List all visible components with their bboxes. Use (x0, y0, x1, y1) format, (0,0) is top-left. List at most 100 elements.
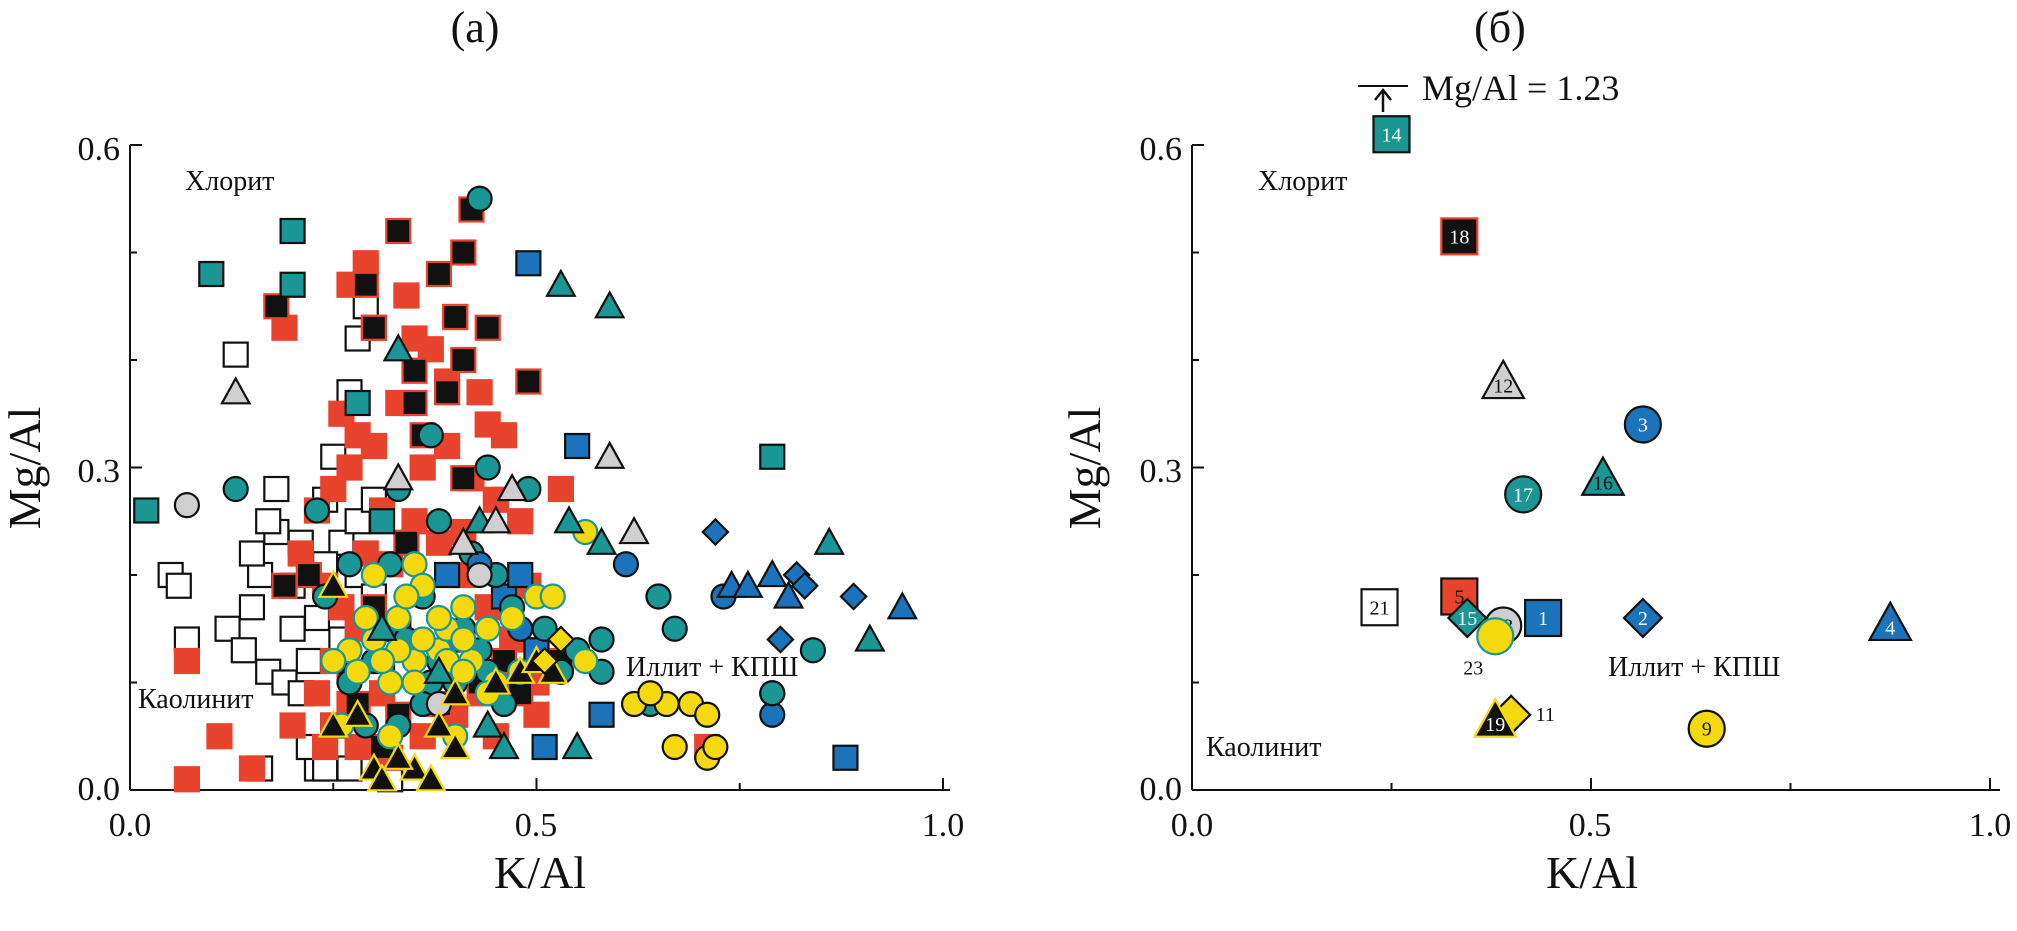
data-point (756, 558, 788, 588)
data-point (238, 755, 266, 782)
panel-b-ytick-1: 0.3 (1140, 453, 1183, 490)
data-point (618, 515, 650, 545)
point-label-21: 21 (1370, 597, 1390, 619)
data-point (352, 271, 379, 298)
data-point (401, 669, 428, 696)
data-point (523, 701, 550, 728)
data-point (496, 472, 528, 502)
data-point (425, 260, 453, 288)
data-point (425, 508, 453, 535)
data-point (409, 454, 436, 481)
data-point (360, 561, 387, 589)
data-point (661, 733, 688, 761)
data-point (561, 730, 593, 760)
data-point (474, 454, 501, 481)
data-point (382, 462, 414, 491)
panel-b-x-label: K/Al (1546, 847, 1638, 898)
data-point (401, 551, 428, 578)
data-point (393, 583, 420, 610)
panel-a-ytick-2: 0.6 (78, 131, 121, 168)
panel-a: (a) 0.0 0.3 0.6 0.0 0.5 1.0 K/Al Mg/Al Х… (0, 3, 964, 898)
labeled-point-2 (1622, 597, 1664, 639)
labeled-point-14 (1372, 115, 1411, 154)
labeled-point-23 (1476, 617, 1515, 656)
data-point (360, 314, 387, 341)
data-point (222, 475, 249, 503)
point-label-9: 9 (1702, 719, 1712, 741)
data-point (415, 763, 447, 792)
data-point (612, 551, 640, 578)
data-point (393, 529, 420, 556)
data-point (133, 497, 160, 524)
data-point (564, 432, 591, 460)
data-point (303, 497, 331, 524)
data-point (854, 623, 886, 652)
data-point (531, 733, 558, 761)
data-point (377, 723, 404, 750)
panel-b-y-label: Mg/Al (1059, 407, 1110, 530)
point-label-15: 15 (1457, 608, 1477, 630)
data-point (366, 763, 398, 792)
data-point (588, 701, 615, 728)
data-point (173, 492, 201, 519)
panel-b-annotation-kaolinite: Каолинит (1206, 732, 1322, 763)
data-point (382, 333, 414, 362)
data-point (220, 376, 252, 405)
point-label-2: 2 (1638, 608, 1648, 630)
data-point (450, 346, 477, 374)
panel-b-ticks (1191, 144, 1991, 791)
data-point (423, 655, 455, 684)
point-label-19: 19 (1485, 714, 1505, 736)
data-point (377, 669, 404, 696)
data-point (466, 561, 493, 589)
panel-a-annotation-chlorite: Хлорит (185, 166, 274, 197)
panel-a-xtick-1: 0.5 (515, 807, 558, 844)
labeled-point-1 (1524, 598, 1563, 638)
data-point (352, 250, 379, 277)
panel-b-ytick-2: 0.6 (1140, 131, 1183, 168)
off-scale-arrow-icon (1374, 87, 1392, 112)
labeled-point-17 (1504, 475, 1543, 514)
data-point (515, 250, 542, 277)
data-point (279, 615, 306, 642)
data-point (368, 508, 396, 535)
data-point (759, 443, 786, 470)
data-point (594, 290, 626, 319)
point-label-5: 5 (1454, 587, 1464, 609)
data-point (433, 379, 461, 406)
panel-a-annotation-illite: Иллит + КПШ (626, 652, 798, 683)
data-point (701, 517, 730, 547)
data-point (271, 314, 298, 341)
point-label-23: 23 (1463, 657, 1483, 679)
data-point (766, 625, 795, 654)
data-point (425, 529, 453, 556)
data-point (165, 572, 192, 599)
data-point (790, 571, 819, 600)
data-point (490, 422, 518, 449)
data-point (588, 626, 615, 653)
labeled-point-18 (1440, 217, 1479, 256)
data-point (238, 594, 266, 621)
data-point (230, 637, 257, 664)
data-point (385, 604, 412, 632)
labeled-point-4 (1867, 600, 1913, 642)
data-point (279, 712, 306, 739)
data-point (539, 583, 566, 610)
data-point (839, 582, 868, 611)
panel-a-xtick-2: 1.0 (922, 807, 965, 844)
data-point (366, 612, 398, 641)
data-point (499, 604, 526, 632)
data-point (702, 733, 729, 761)
data-point (472, 709, 504, 738)
data-point (423, 709, 455, 738)
data-point (442, 303, 469, 331)
labeled-point-21 (1360, 588, 1399, 627)
panel-b-xtick-1: 0.5 (1569, 807, 1612, 844)
panel-b-ytick-0: 0.0 (1140, 771, 1183, 808)
data-point (813, 526, 845, 555)
data-point (466, 185, 493, 212)
data-point (352, 293, 379, 320)
data-point (425, 604, 453, 632)
data-point (417, 422, 444, 449)
